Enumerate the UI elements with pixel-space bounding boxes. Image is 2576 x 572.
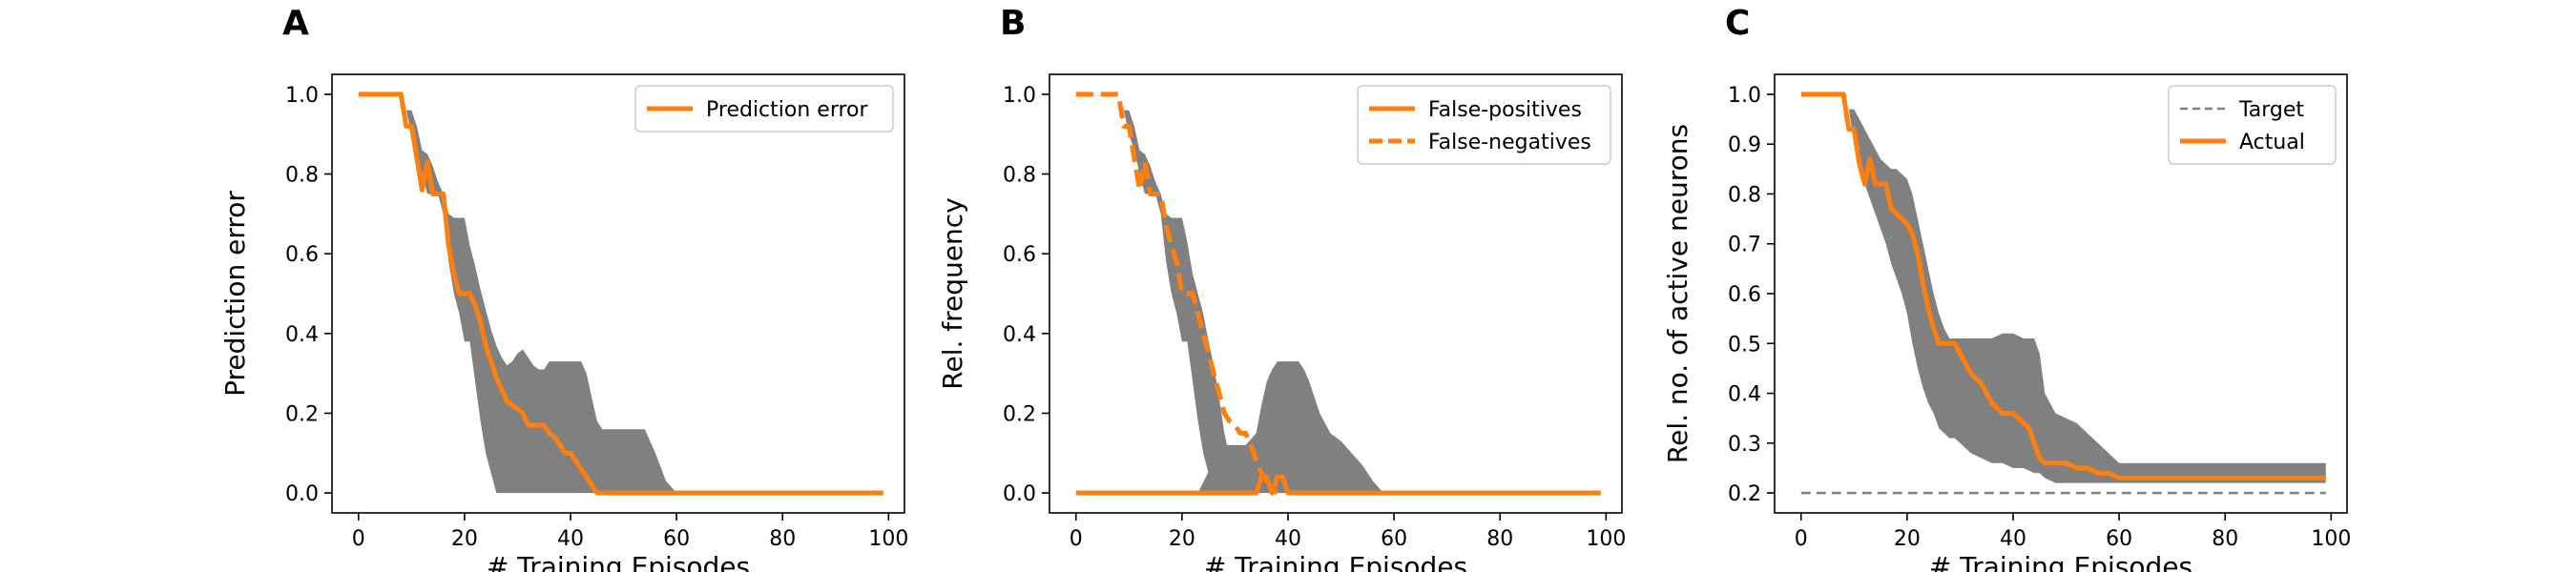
y-tick-label: 0.2 <box>1728 482 1761 506</box>
y-tick-label: 0.8 <box>285 164 319 188</box>
x-tick-label: 0 <box>1070 527 1083 551</box>
x-tick-label: 60 <box>663 527 690 551</box>
series-line-false-positives <box>1075 474 1601 496</box>
x-tick-label: 80 <box>2212 527 2238 551</box>
y-tick-label: 0.6 <box>285 243 319 267</box>
series-line-prediction-error <box>358 92 883 496</box>
x-tick-label: 40 <box>557 527 584 551</box>
y-tick-label: 0.4 <box>285 323 319 347</box>
y-tick-label: 0.0 <box>1003 482 1036 506</box>
axes-frame <box>331 73 905 514</box>
y-tick-label: 0.8 <box>1003 164 1036 188</box>
x-tick-label: 100 <box>1586 527 1626 551</box>
x-tick-label: 20 <box>1169 527 1195 551</box>
std-band-1 <box>1123 110 1246 494</box>
legend-label: False-negatives <box>1428 131 1591 154</box>
legend-label: False-positives <box>1428 98 1582 122</box>
y-tick-label: 0.6 <box>1003 243 1036 267</box>
x-tick-label: 0 <box>352 527 365 551</box>
std-band-1 <box>1848 109 2326 483</box>
panel-c: C 0 20 40 60 80 100 0.2 0.3 0.4 0.5 0.6 0.7 0.8 0.9 1.0… <box>1662 4 2351 572</box>
legend-label: Target <box>2238 98 2304 122</box>
y-tick-label: 0.5 <box>1728 333 1761 357</box>
panel-a: A 0 20 40 60 80 100 0.0 0.2 0.4 0.6 0.8 1.0 # Trainin… <box>219 4 908 572</box>
panel-letter: A <box>282 4 309 43</box>
std-band-1 <box>405 110 677 494</box>
series-line-false-negatives <box>1075 92 1279 496</box>
y-tick-label: 0.2 <box>1003 402 1036 426</box>
legend-box <box>2168 85 2337 165</box>
legend: Target Actual <box>2168 85 2337 165</box>
y-axis-label: Rel. frequency <box>937 197 968 389</box>
x-tick-label: 60 <box>2106 527 2132 551</box>
y-tick-label: 0.2 <box>285 402 319 426</box>
y-tick-label: 0.6 <box>1728 283 1761 307</box>
y-tick-label: 0.3 <box>1728 433 1761 457</box>
y-tick-label: 1.0 <box>1728 84 1761 108</box>
x-tick-label: 20 <box>1894 527 1921 551</box>
x-tick-label: 80 <box>769 527 796 551</box>
legend-box <box>634 85 894 133</box>
std-band-2 <box>1197 361 1383 494</box>
series-line-actual <box>1800 92 2326 480</box>
y-tick-label: 0.0 <box>285 482 319 506</box>
x-tick-label: 100 <box>868 527 908 551</box>
axes-frame <box>1049 73 1623 514</box>
y-tick-label: 0.4 <box>1003 323 1036 347</box>
x-axis-label: # Training Episodes <box>1929 551 2192 572</box>
y-axis-label: Prediction error <box>219 191 251 397</box>
y-axis-label: Rel. no. of active neurons <box>1662 124 1693 463</box>
legend: False-positives False-negatives <box>1357 85 1611 165</box>
x-tick-label: 60 <box>1381 527 1407 551</box>
legend-label: Actual <box>2239 131 2305 154</box>
legend-label: Prediction error <box>706 98 868 122</box>
x-tick-label: 100 <box>2311 527 2351 551</box>
x-tick-label: 0 <box>1795 527 1808 551</box>
x-axis-label: # Training Episodes <box>1204 551 1467 572</box>
x-tick-label: 80 <box>1486 527 1513 551</box>
panel-b: B 0 20 40 60 80 100 0.0 0.2 0.4 0.6 0.8 1.0 # Trainin… <box>937 4 1626 572</box>
y-tick-label: 0.9 <box>1728 133 1761 157</box>
y-tick-label: 0.8 <box>1728 183 1761 207</box>
x-tick-label: 40 <box>1275 527 1301 551</box>
legend: Prediction error <box>634 85 894 133</box>
y-tick-label: 1.0 <box>1003 84 1036 108</box>
y-tick-label: 0.7 <box>1728 234 1761 257</box>
x-axis-label: # Training Episodes <box>487 551 750 572</box>
legend-box <box>1357 85 1611 165</box>
y-tick-label: 0.4 <box>1728 383 1761 407</box>
y-tick-label: 1.0 <box>285 84 319 108</box>
panel-letter: C <box>1725 4 1750 43</box>
x-tick-label: 40 <box>2000 527 2026 551</box>
x-tick-label: 20 <box>451 527 478 551</box>
panel-letter: B <box>1000 4 1026 43</box>
